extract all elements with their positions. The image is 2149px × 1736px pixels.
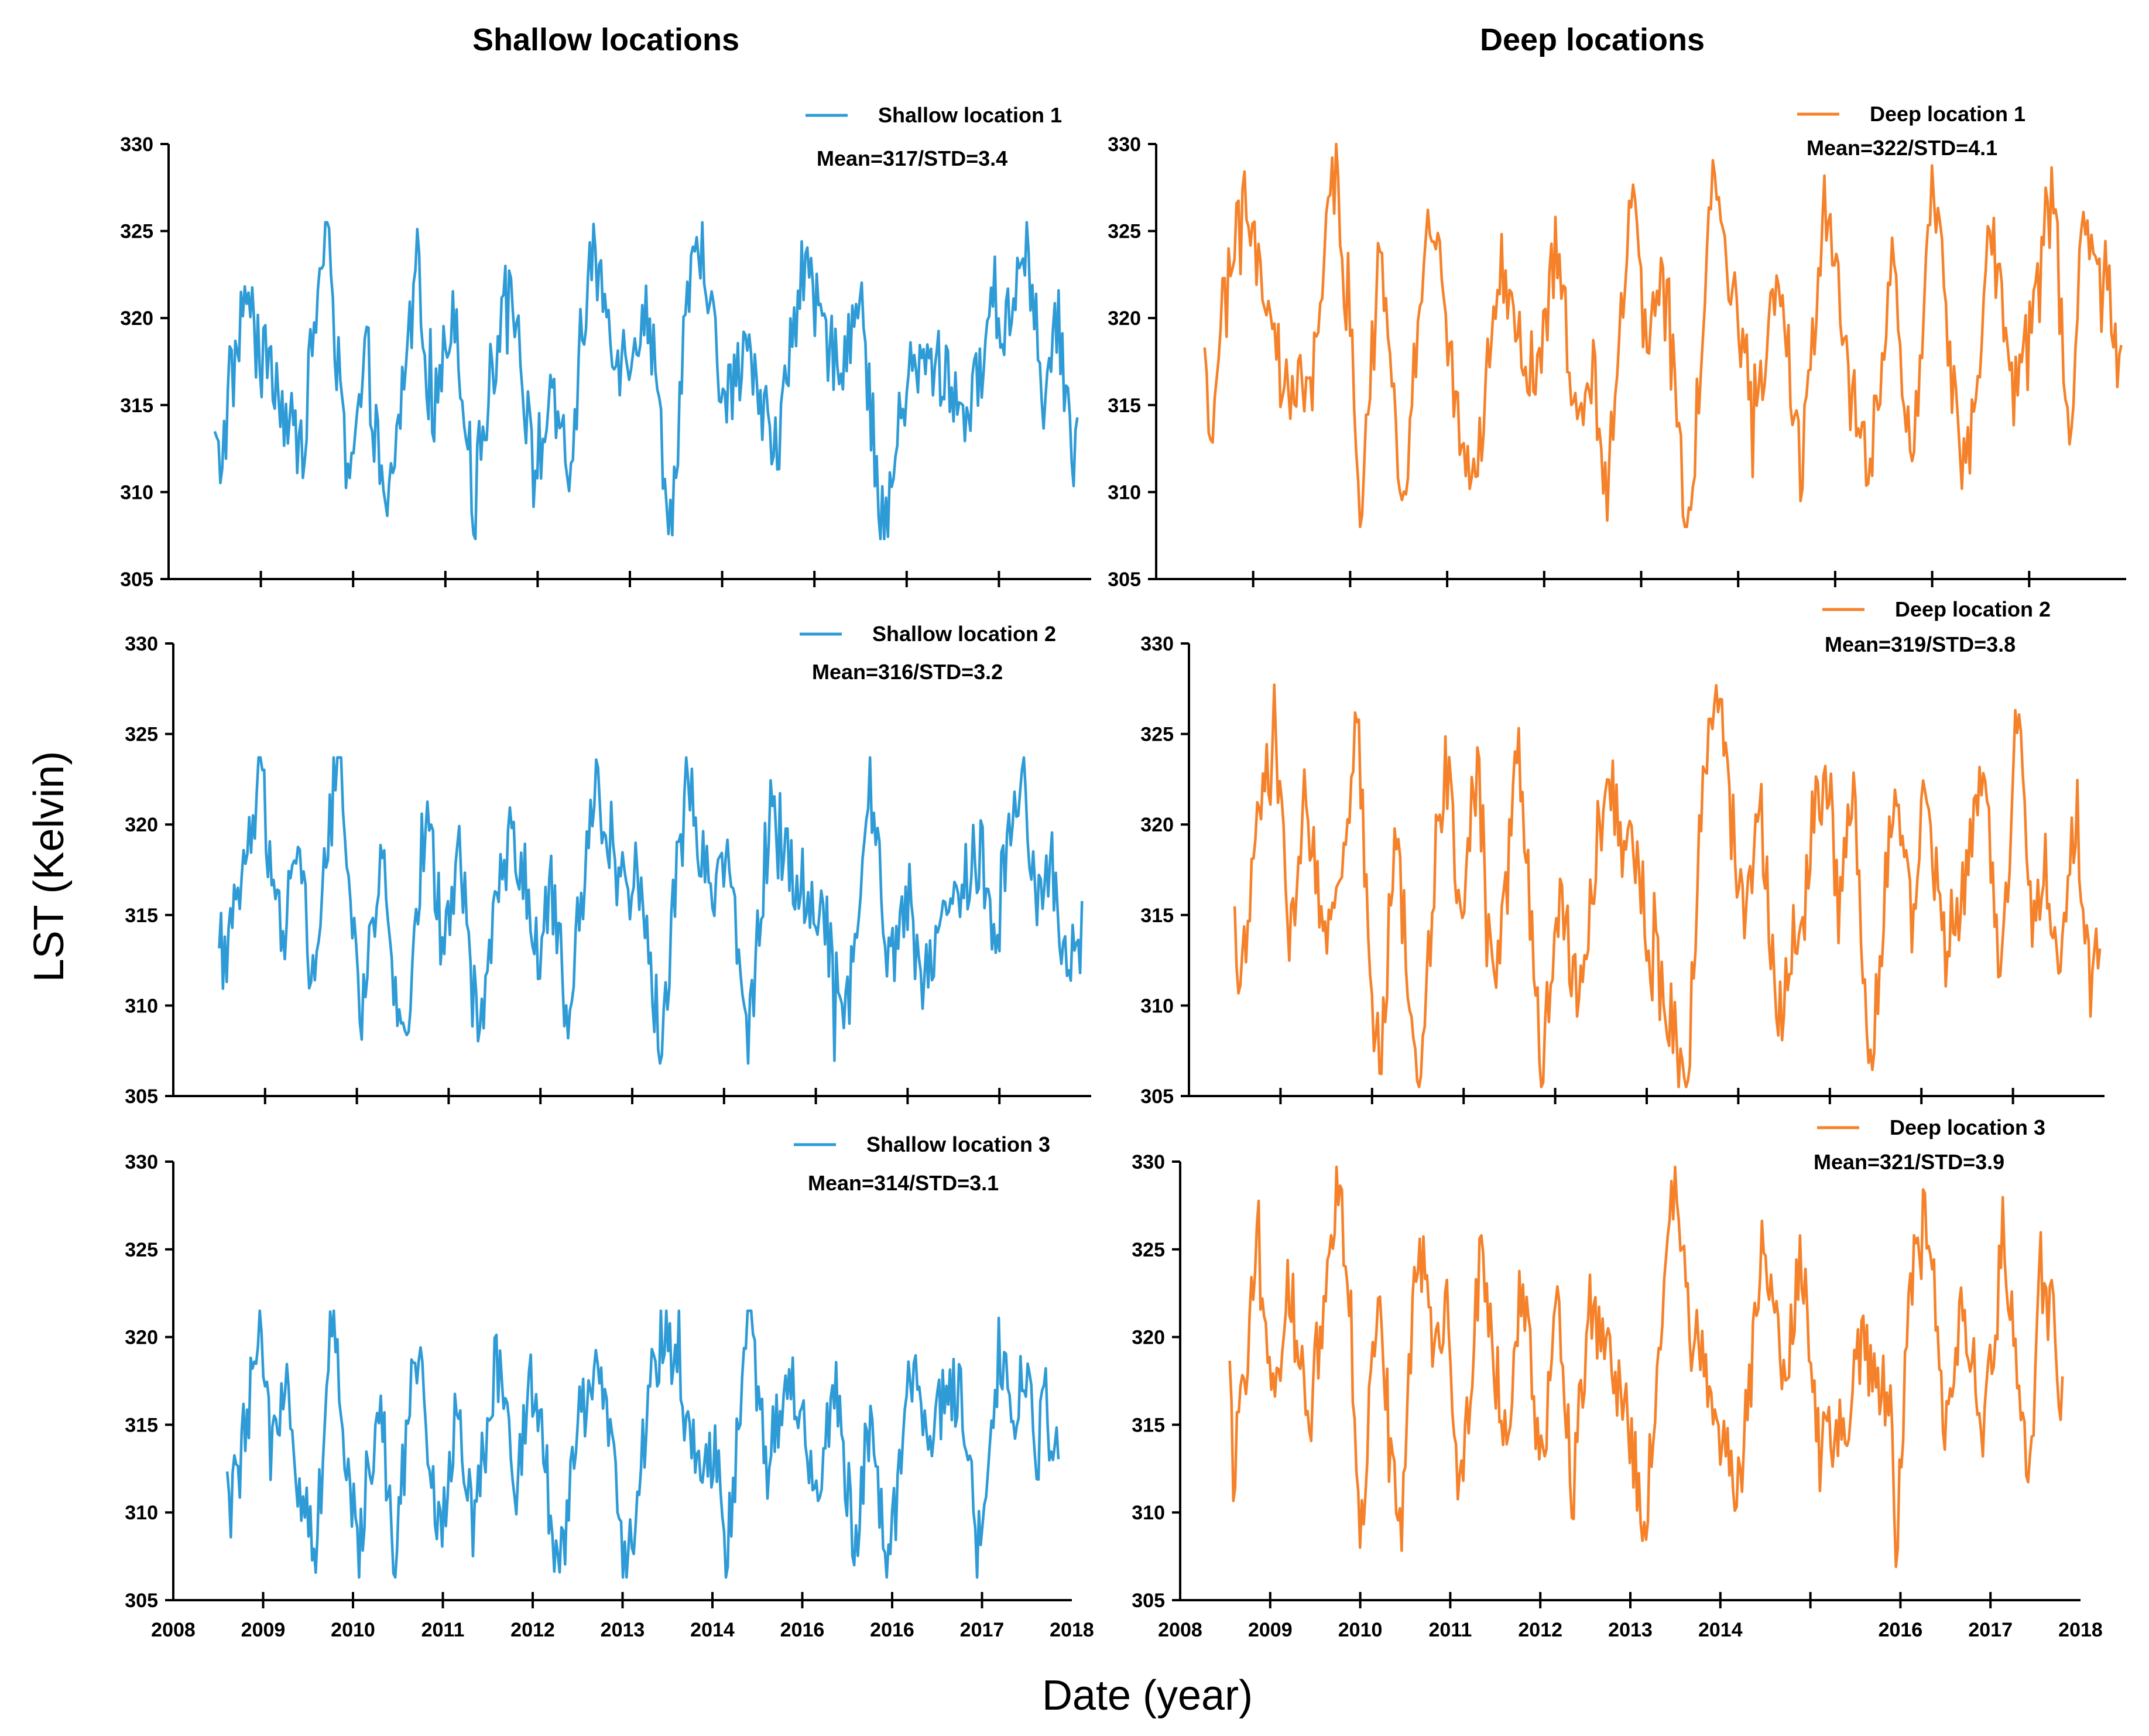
legend-label: Deep location 2 <box>1895 597 2051 621</box>
x-tick-label: 2016 <box>870 1619 914 1641</box>
y-tick-label: 315 <box>1140 905 1174 927</box>
y-tick-label: 320 <box>120 307 153 330</box>
stats-annotation: Mean=322/STD=4.1 <box>1807 136 1997 160</box>
y-tick-label: 315 <box>125 1414 158 1436</box>
y-tick-label: 320 <box>125 814 158 836</box>
y-tick-label: 330 <box>1132 1151 1165 1173</box>
shallow-column-title: Shallow locations <box>472 22 739 57</box>
panel-shallow-location-2: 305 310 315 320 325 330 Shallow location 2 Mean… <box>125 622 1091 1108</box>
y-tick-label: 320 <box>1108 307 1141 330</box>
y-tick-label: 315 <box>120 395 153 417</box>
x-tick-label: 2011 <box>1429 1619 1472 1641</box>
stats-annotation: Mean=319/STD=3.8 <box>1825 632 2016 656</box>
y-tick-label: 325 <box>1140 724 1174 746</box>
panel-deep-location-3: 305 310 315 320 325 330 2008 2009 2010 2011 2012 20… <box>1132 1115 2103 1641</box>
x-tick-label: 2010 <box>1338 1619 1383 1641</box>
series-line-shallow <box>225 1309 1060 1579</box>
y-tick-label: 305 <box>125 1590 158 1612</box>
y-tick-label: 315 <box>125 905 158 927</box>
y-axis-title: LST (Kelvin) <box>26 751 73 982</box>
y-tick-label: 310 <box>1140 995 1174 1017</box>
y-tick-label: 315 <box>1108 395 1141 417</box>
y-tick-label: 330 <box>125 633 158 655</box>
legend-label: Deep location 3 <box>1890 1115 2045 1139</box>
stats-annotation: Mean=316/STD=3.2 <box>812 660 1003 684</box>
y-tick-label: 320 <box>125 1327 158 1349</box>
y-tick-label: 325 <box>1108 221 1141 243</box>
x-tick-label: 2009 <box>1248 1619 1293 1641</box>
series-line-shallow <box>213 221 1079 540</box>
x-axis-title: Date (year) <box>1042 1672 1253 1719</box>
stats-annotation: Mean=317/STD=3.4 <box>817 146 1007 170</box>
y-tick-label: 325 <box>120 221 153 243</box>
x-tick-label: 2016 <box>1879 1619 1923 1641</box>
y-tick-label: 325 <box>125 1239 158 1261</box>
panel-deep-location-2: 305 310 315 320 325 330 Deep location 2 Mean=31… <box>1140 597 2105 1108</box>
x-tick-label: 2010 <box>331 1619 375 1641</box>
x-tick-label: 2017 <box>960 1619 1005 1641</box>
y-tick-label: 325 <box>1132 1239 1165 1261</box>
y-tick-label: 320 <box>1132 1327 1165 1349</box>
legend-label: Shallow location 1 <box>878 103 1062 127</box>
series-line-shallow <box>218 756 1084 1065</box>
y-tick-label: 330 <box>1108 133 1141 156</box>
y-tick-label: 310 <box>1108 481 1141 504</box>
x-tick-label: 2017 <box>1968 1619 2013 1641</box>
panel-shallow-location-3: 305 310 315 320 325 330 2008 2009 2010 2011 2012 20… <box>125 1132 1094 1641</box>
y-tick-label: 310 <box>120 481 153 504</box>
panel-deep-location-1: 305 310 315 320 325 330 Deep location 1 Mean=32… <box>1108 102 2126 591</box>
x-tick-label: 2018 <box>2058 1619 2103 1641</box>
series-line-deep <box>1203 142 2123 529</box>
series-line-deep <box>1233 683 2102 1088</box>
y-tick-label: 310 <box>125 995 158 1017</box>
x-tick-label: 2008 <box>1158 1619 1202 1641</box>
stats-annotation: Mean=321/STD=3.9 <box>1814 1150 2004 1174</box>
y-tick-label: 325 <box>125 724 158 746</box>
y-tick-label: 330 <box>1140 633 1174 655</box>
y-tick-label: 305 <box>1140 1086 1174 1108</box>
x-tick-label: 2014 <box>1698 1619 1743 1641</box>
x-tick-label: 2016 <box>1879 1619 1923 1641</box>
x-tick-label: 2018 <box>1050 1619 1094 1641</box>
y-tick-label: 315 <box>1132 1414 1165 1436</box>
x-tick-label: 2012 <box>510 1619 555 1641</box>
x-tick-label: 2008 <box>151 1619 196 1641</box>
x-tick-label: 2012 <box>1518 1619 1562 1641</box>
legend-label: Shallow location 2 <box>872 622 1056 646</box>
y-tick-label: 330 <box>120 133 153 156</box>
panel-shallow-location-1: 305 310 315 320 325 330 Shallow location 1 Mean… <box>120 103 1091 591</box>
y-tick-label: 320 <box>1140 814 1174 836</box>
x-tick-label: 2016 <box>780 1619 825 1641</box>
y-tick-label: 305 <box>125 1086 158 1108</box>
y-tick-label: 305 <box>1132 1590 1165 1612</box>
y-tick-label: 305 <box>1108 569 1141 591</box>
y-tick-label: 305 <box>120 569 153 591</box>
y-tick-label: 310 <box>1132 1502 1165 1524</box>
x-tick-label: 2009 <box>241 1619 286 1641</box>
x-tick-label: 2014 <box>690 1619 735 1641</box>
x-tick-label: 2013 <box>601 1619 645 1641</box>
y-tick-label: 330 <box>125 1151 158 1173</box>
x-tick-label: 2011 <box>421 1619 465 1641</box>
legend-label: Deep location 1 <box>1870 102 2025 126</box>
deep-column-title: Deep locations <box>1480 22 1705 57</box>
x-tick-label: 2013 <box>1608 1619 1653 1641</box>
y-tick-label: 310 <box>125 1502 158 1524</box>
legend-label: Shallow location 3 <box>866 1132 1050 1156</box>
stats-annotation: Mean=314/STD=3.1 <box>808 1171 999 1195</box>
series-line-deep <box>1228 1165 2064 1569</box>
